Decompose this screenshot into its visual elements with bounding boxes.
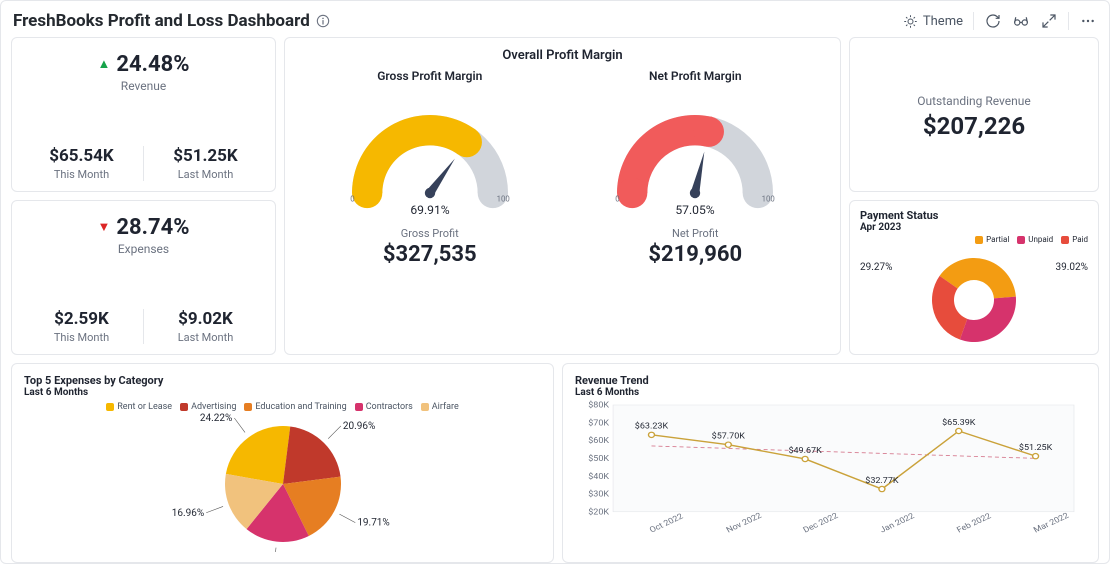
net-profit-value: $219,960 <box>648 242 742 267</box>
divider <box>1068 12 1069 30</box>
svg-text:$63.23K: $63.23K <box>635 421 669 431</box>
svg-text:$30K: $30K <box>588 489 610 499</box>
profit-margin-card: Overall Profit Margin Gross Profit Margi… <box>284 37 841 355</box>
svg-text:100: 100 <box>762 195 775 204</box>
divider <box>973 12 974 30</box>
svg-text:$50K: $50K <box>588 454 610 464</box>
outstanding-value: $207,226 <box>862 112 1086 140</box>
svg-text:Nov 2022: Nov 2022 <box>725 511 764 535</box>
svg-text:20.96%: 20.96% <box>342 421 374 432</box>
svg-text:$40K: $40K <box>588 471 610 481</box>
expand-button[interactable] <box>1040 12 1058 30</box>
svg-text:Jan 2022: Jan 2022 <box>878 512 916 536</box>
svg-text:24.22%: 24.22% <box>199 413 231 424</box>
header: FreshBooks Profit and Loss Dashboard The… <box>11 9 1099 37</box>
up-icon: ▲ <box>97 58 110 71</box>
svg-text:$80K: $80K <box>588 400 610 410</box>
revenue-trend-card: Revenue Trend Last 6 Months $80K$70K$60K… <box>562 363 1099 563</box>
svg-text:Dec 2022: Dec 2022 <box>802 511 841 535</box>
net-gauge: Net Profit Margin 010057.05% Net Profit … <box>563 69 829 344</box>
expenses-this: $2.59K <box>54 309 109 329</box>
expenses-delta: 28.74% <box>116 215 189 240</box>
gross-profit-value: $327,535 <box>383 242 477 267</box>
revenue-delta: 24.48% <box>116 52 189 77</box>
svg-text:$51.25K: $51.25K <box>1019 443 1053 453</box>
legend-item: Unpaid <box>1017 235 1053 244</box>
svg-text:$65.39K: $65.39K <box>942 417 976 427</box>
payment-status-card: Payment Status Apr 2023 PartialUnpaidPai… <box>849 200 1099 355</box>
down-icon: ▼ <box>97 221 110 234</box>
theme-label: Theme <box>923 14 963 29</box>
svg-text:$20K: $20K <box>588 507 610 517</box>
outstanding-card: Outstanding Revenue $207,226 <box>849 37 1099 192</box>
svg-text:0: 0 <box>616 195 620 204</box>
svg-text:100: 100 <box>496 195 509 204</box>
refresh-button[interactable] <box>984 12 1002 30</box>
svg-text:19.71%: 19.71% <box>357 518 389 529</box>
expenses-kpi-card: ▼ 28.74% Expenses $2.59K This Month $9.0… <box>11 200 276 355</box>
svg-text:Mar 2022: Mar 2022 <box>1032 511 1071 535</box>
svg-text:$70K: $70K <box>588 418 610 428</box>
svg-text:Feb 2022: Feb 2022 <box>955 512 993 536</box>
svg-text:$49.67K: $49.67K <box>788 445 822 455</box>
legend-item: Contractors <box>355 402 413 412</box>
legend-item: Rent or Lease <box>106 402 172 412</box>
revenue-last: $51.25K <box>173 146 238 166</box>
sun-icon <box>903 14 918 29</box>
revenue-kpi-card: ▲ 24.48% Revenue $65.54K This Month $51.… <box>11 37 276 192</box>
svg-text:$57.70K: $57.70K <box>712 431 746 441</box>
info-icon[interactable] <box>316 14 330 28</box>
donut-label-left: 29.27% <box>860 262 892 273</box>
donut-label-right: 39.02% <box>1056 262 1088 273</box>
svg-text:0: 0 <box>350 195 354 204</box>
more-button[interactable] <box>1079 12 1097 30</box>
svg-text:16.96%: 16.96% <box>171 508 203 519</box>
revenue-this: $65.54K <box>49 146 114 166</box>
theme-button[interactable]: Theme <box>903 14 963 29</box>
glasses-button[interactable] <box>1012 12 1030 30</box>
legend-item: Education and Training <box>244 402 346 412</box>
overall-title: Overall Profit Margin <box>297 48 828 63</box>
dashboard-frame: FreshBooks Profit and Loss Dashboard The… <box>0 0 1110 564</box>
expenses-last: $9.02K <box>178 309 233 329</box>
expenses-label: Expenses <box>118 242 169 256</box>
revenue-label: Revenue <box>121 79 166 93</box>
legend-item: Paid <box>1061 235 1088 244</box>
gross-gauge: Gross Profit Margin 010069.91% Gross Pro… <box>297 69 563 344</box>
legend-item: Advertising <box>180 402 236 412</box>
svg-text:$32.77K: $32.77K <box>865 475 899 485</box>
svg-text:57.05%: 57.05% <box>676 203 715 217</box>
svg-text:69.91%: 69.91% <box>410 203 449 217</box>
page-title: FreshBooks Profit and Loss Dashboard <box>13 11 310 31</box>
legend-item: Partial <box>975 235 1009 244</box>
svg-text:$60K: $60K <box>588 436 610 446</box>
expenses-pie-card: Top 5 Expenses by Category Last 6 Months… <box>11 363 554 563</box>
svg-text:Oct 2022: Oct 2022 <box>648 512 685 535</box>
legend-item: Airfare <box>421 402 459 412</box>
